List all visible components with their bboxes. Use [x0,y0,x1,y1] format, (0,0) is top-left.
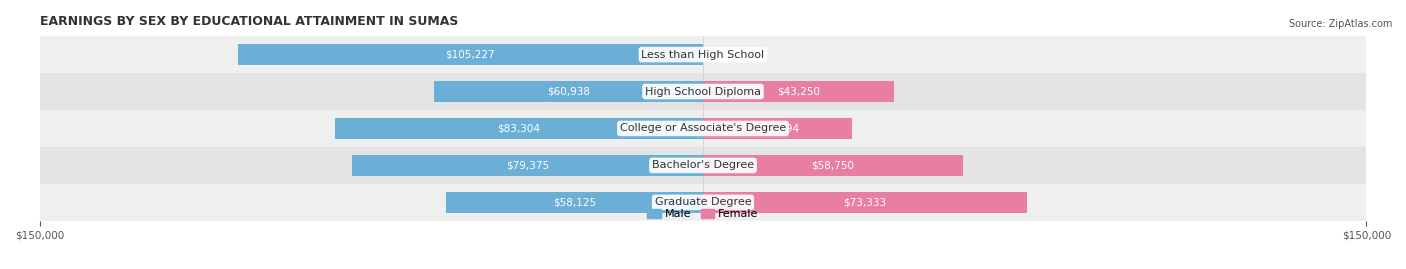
Bar [39,147,1367,184]
Text: $33,594: $33,594 [755,123,799,133]
Bar [39,73,1367,110]
Text: High School Diploma: High School Diploma [645,87,761,97]
Bar [433,81,703,102]
Text: $58,125: $58,125 [553,197,596,207]
Bar [703,192,1028,213]
Text: $60,938: $60,938 [547,87,589,97]
Text: Graduate Degree: Graduate Degree [655,197,751,207]
Bar [238,44,703,65]
Text: $73,333: $73,333 [844,197,887,207]
Text: Source: ZipAtlas.com: Source: ZipAtlas.com [1288,19,1392,29]
Bar [39,36,1367,73]
Text: $83,304: $83,304 [498,123,540,133]
Text: Less than High School: Less than High School [641,49,765,59]
Text: $43,250: $43,250 [778,87,820,97]
Text: EARNINGS BY SEX BY EDUCATIONAL ATTAINMENT IN SUMAS: EARNINGS BY SEX BY EDUCATIONAL ATTAINMEN… [39,15,458,28]
Legend: Male, Female: Male, Female [647,208,759,219]
Text: $0: $0 [725,49,738,59]
Text: Bachelor's Degree: Bachelor's Degree [652,160,754,171]
Bar [446,192,703,213]
Text: $79,375: $79,375 [506,160,550,171]
Text: $105,227: $105,227 [446,49,495,59]
Bar [703,81,894,102]
Bar [39,184,1367,221]
Bar [703,155,963,176]
Text: College or Associate's Degree: College or Associate's Degree [620,123,786,133]
Text: $58,750: $58,750 [811,160,855,171]
Bar [39,110,1367,147]
Bar [352,155,703,176]
Bar [703,118,852,139]
Bar [335,118,703,139]
